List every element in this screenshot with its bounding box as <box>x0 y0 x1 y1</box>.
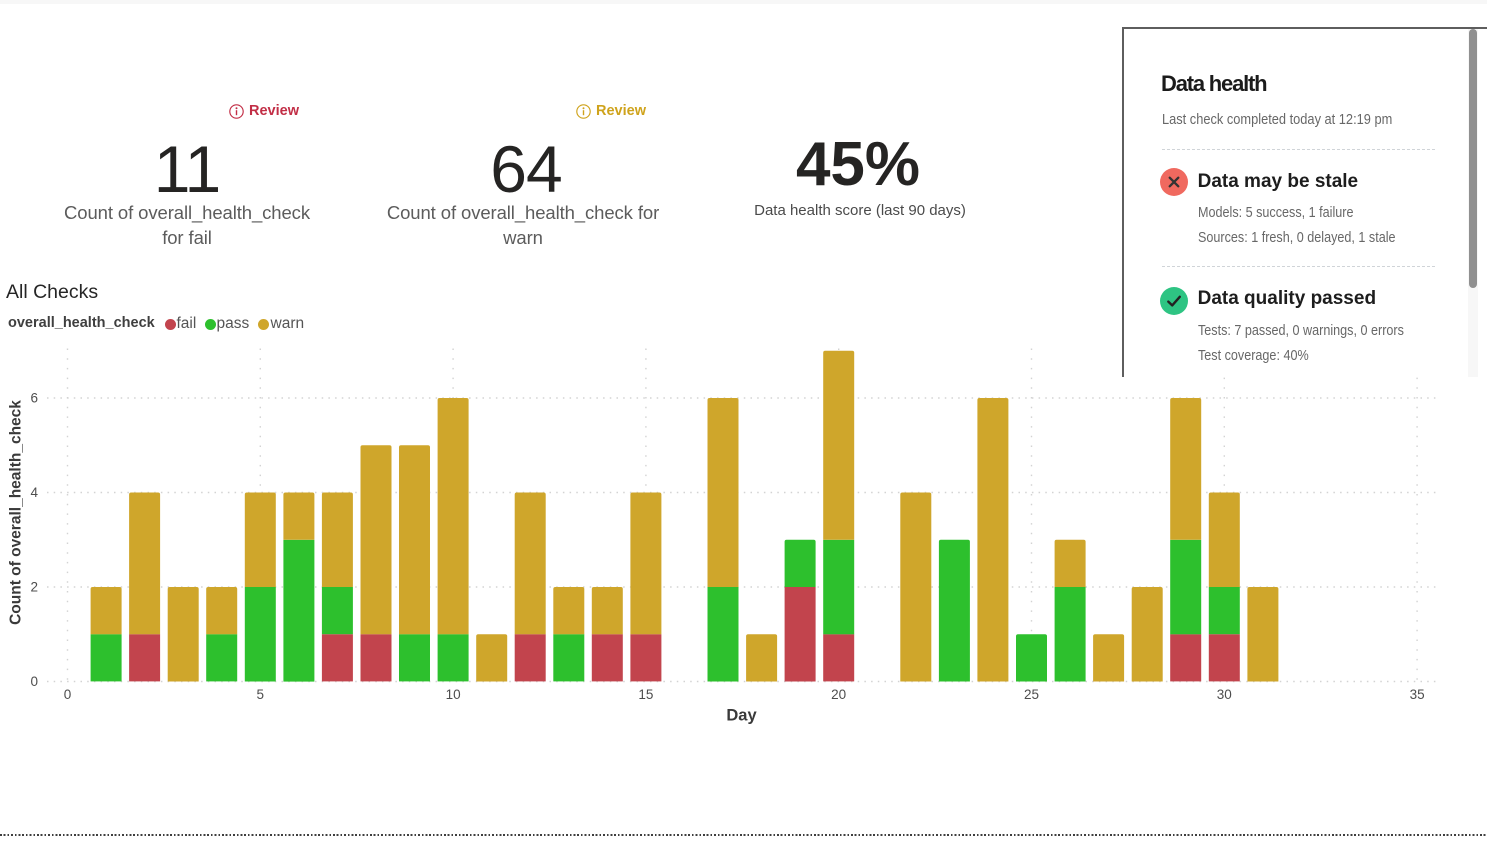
svg-text:15: 15 <box>638 687 653 702</box>
svg-text:10: 10 <box>446 687 461 702</box>
svg-text:Count of overall_health_check: Count of overall_health_check <box>8 400 25 625</box>
svg-text:20: 20 <box>831 687 846 702</box>
svg-text:0: 0 <box>30 674 38 689</box>
svg-text:4: 4 <box>30 485 38 500</box>
svg-text:6: 6 <box>30 391 38 406</box>
svg-text:2: 2 <box>30 580 38 595</box>
svg-text:0: 0 <box>64 687 72 702</box>
svg-text:25: 25 <box>1024 687 1039 702</box>
svg-text:Day: Day <box>726 707 757 725</box>
svg-text:30: 30 <box>1217 687 1232 702</box>
svg-text:35: 35 <box>1410 687 1425 702</box>
svg-text:5: 5 <box>257 687 265 702</box>
